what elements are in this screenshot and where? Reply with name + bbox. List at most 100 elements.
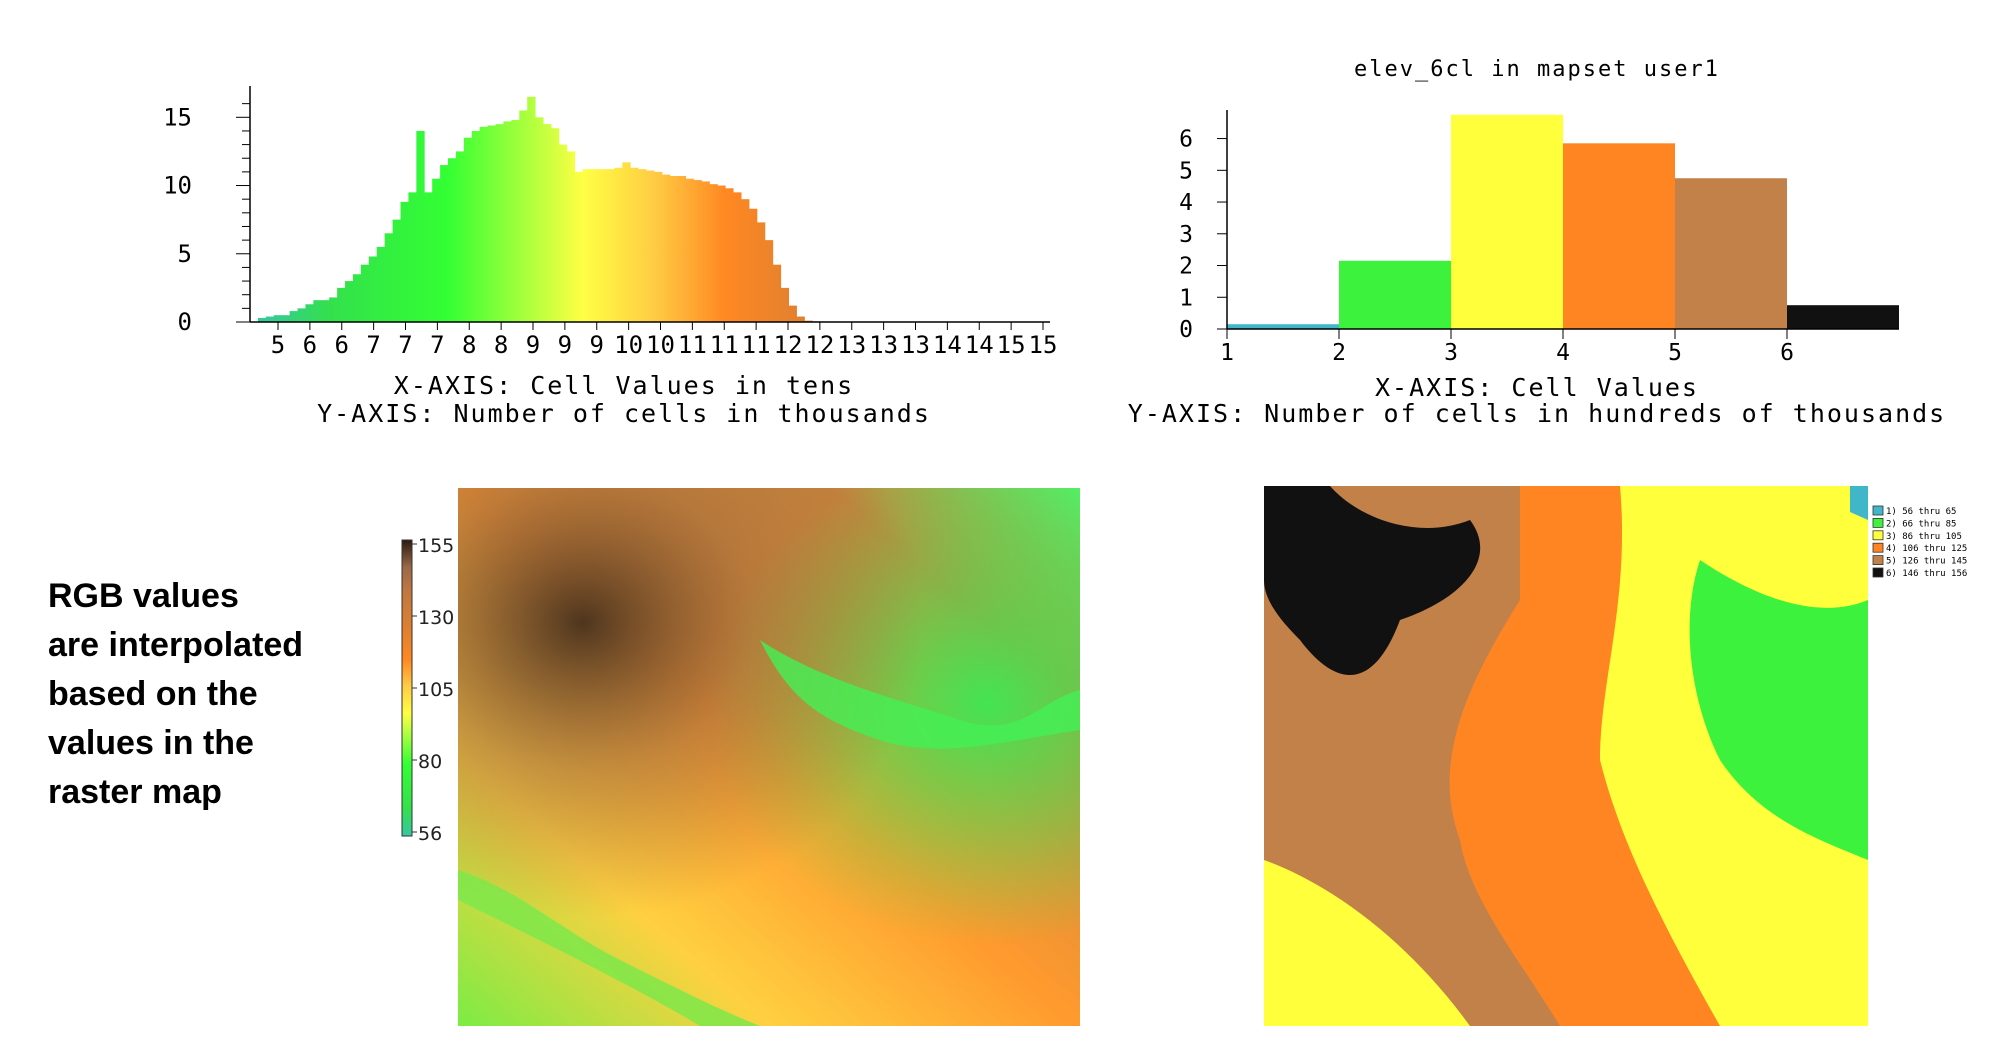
histogram-x-tick-label: 12 [774, 331, 803, 359]
histogram-bar [614, 167, 623, 322]
annotation-line: are interpolated [48, 626, 304, 664]
histogram-x-tick-label: 13 [869, 331, 898, 359]
histogram-bar [780, 287, 790, 322]
histogram-bar [749, 208, 758, 322]
histogram-bar [487, 125, 496, 322]
class-histogram-bar [1451, 114, 1563, 329]
histogram-bar [416, 130, 425, 322]
color-ramp-bar [401, 539, 413, 837]
histogram-bar [653, 171, 663, 322]
histogram-bar [543, 124, 552, 323]
histogram-bar [471, 130, 481, 322]
class-legend-label: 6) 146 thru 156 [1886, 569, 1967, 579]
class-histogram-title: elev_6cl in mapset user1 [1354, 57, 1720, 82]
histogram-bar [511, 120, 520, 323]
histogram-x-tick-label: 11 [742, 331, 771, 359]
histogram-bar [756, 222, 766, 322]
class-histogram-y-tick-label: 3 [1179, 222, 1193, 248]
histogram-bar [733, 192, 742, 322]
histogram-bar [360, 264, 370, 322]
histogram-bar [281, 315, 290, 322]
class-legend-swatch [1872, 542, 1884, 553]
histogram-bar [693, 180, 702, 322]
color-ramp-label: 105 [418, 679, 454, 701]
classified-map-class1 [1850, 486, 1868, 520]
annotation-line: based on the [48, 675, 258, 713]
histogram-bar [741, 199, 750, 322]
histogram-bar [788, 305, 797, 322]
histogram-bar [796, 316, 805, 322]
color-ramp-label: 130 [418, 607, 454, 629]
class-histogram-bars [1227, 114, 1899, 329]
class-legend-label: 4) 106 thru 125 [1886, 544, 1967, 554]
histogram-bar [495, 124, 504, 323]
histogram-x-tick-label: 11 [710, 331, 739, 359]
class-legend: 1) 56 thru 65 2) 66 thru 85 3) 86 thru 105… [1872, 505, 1967, 579]
histogram-x-tick-label: 9 [590, 331, 604, 359]
color-ramp-labels: 155 130 105 80 56 [412, 535, 454, 845]
class-histogram-bar [1339, 260, 1451, 329]
class-legend-swatch [1872, 530, 1884, 541]
elevation-color-legend: 155 130 105 80 56 [401, 535, 454, 845]
histogram-bar [337, 287, 346, 322]
class-histogram-x-tick-label: 1 [1220, 340, 1234, 366]
histogram-bar [638, 169, 647, 322]
elevation-map-classified [1264, 486, 1868, 1026]
histogram-y-tick-label: 5 [178, 240, 192, 268]
class-histogram-y-tick-label: 2 [1179, 254, 1193, 280]
histogram-bar [630, 167, 639, 322]
class-histogram-y-tick-label: 1 [1179, 285, 1193, 311]
histogram-bar [432, 178, 441, 322]
color-ramp-label: 155 [418, 535, 454, 557]
histogram-bar [463, 137, 473, 322]
histogram-xlabel: X-AXIS: Cell Values in tens [394, 371, 854, 400]
histogram-x-tick-label: 6 [303, 331, 317, 359]
elevation-map-river [760, 640, 1080, 749]
class-legend-label: 2) 66 thru 85 [1886, 519, 1956, 529]
histogram-bar [519, 110, 528, 322]
histogram-classes: elev_6cl in mapset user1 0 1 2 3 4 5 6 1 2 3 4 5 6 X… [1128, 57, 1944, 428]
histogram-bar [384, 233, 393, 322]
class-histogram-bar [1787, 305, 1899, 329]
histogram-bar [725, 188, 734, 322]
histogram-x-tick-label: 12 [805, 331, 834, 359]
histogram-bar [479, 126, 489, 322]
class-histogram-x-tick-label: 2 [1332, 340, 1346, 366]
histogram-x-tick-label: 9 [558, 331, 572, 359]
histogram-bar [566, 151, 576, 322]
histogram-bar [345, 281, 354, 322]
histogram-x-tick-label: 10 [614, 331, 643, 359]
histogram-y-tick-label: 0 [178, 308, 192, 336]
color-ramp-label: 80 [418, 751, 442, 773]
histogram-bar [622, 162, 631, 322]
class-histogram-y-tick-label: 4 [1179, 190, 1193, 216]
histogram-bar [321, 300, 330, 322]
histogram-bar [297, 308, 306, 322]
histogram-x-tick-label: 15 [997, 331, 1026, 359]
histogram-x-tick-label: 6 [335, 331, 349, 359]
histogram-y-tick-label: 15 [163, 103, 192, 131]
class-legend-swatch [1872, 505, 1884, 516]
histogram-bar [598, 169, 607, 322]
class-histogram-bar [1563, 143, 1675, 329]
histogram-x-tick-label: 10 [646, 331, 675, 359]
histogram-x-tick-label: 14 [965, 331, 994, 359]
histogram-bar [313, 300, 322, 322]
annotation-text: RGB values are interpolated based on the… [48, 572, 348, 817]
histogram-bar [590, 169, 599, 322]
color-ramp-label: 56 [418, 823, 442, 845]
histogram-bar [455, 151, 465, 322]
class-legend-label: 3) 86 thru 105 [1886, 532, 1962, 542]
histogram-bar [273, 315, 283, 322]
class-legend-label: 1) 56 thru 65 [1886, 507, 1956, 517]
histogram-x-tick-label: 7 [398, 331, 412, 359]
histogram-bar [305, 304, 314, 322]
histogram-y-tick-label: 10 [163, 172, 192, 200]
histogram-bar [535, 117, 544, 322]
annotation-line: raster map [48, 773, 222, 811]
histogram-x-tick-label: 11 [678, 331, 707, 359]
histogram-bar [677, 175, 687, 322]
histogram-x-tick-label: 7 [430, 331, 444, 359]
histogram-bar [669, 175, 679, 322]
